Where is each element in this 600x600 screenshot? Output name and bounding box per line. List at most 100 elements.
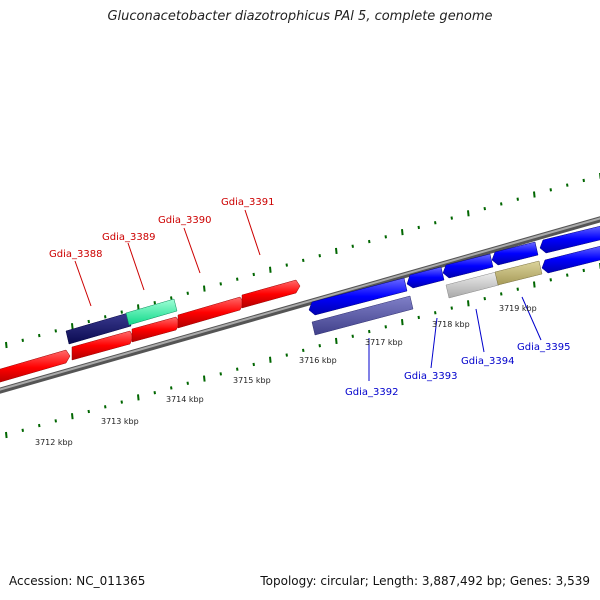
map-title: Gluconacetobacter diazotrophicus PAl 5, … (107, 9, 493, 24)
major-tick (71, 323, 74, 330)
minor-tick (549, 188, 552, 192)
label-leaders (74, 209, 542, 381)
gene-label: Gdia_3388 (49, 249, 102, 260)
gene-label: Gdia_3395 (517, 342, 570, 353)
gene-arrow-reverse[interactable] (406, 266, 445, 289)
minor-tick (285, 263, 288, 267)
major-tick (137, 394, 140, 401)
minor-tick (384, 235, 387, 239)
minor-tick (302, 348, 305, 353)
major-tick (401, 319, 404, 326)
minor-tick (87, 319, 90, 324)
minor-tick (450, 306, 453, 310)
minor-tick (153, 391, 156, 395)
gene-label: Gdia_3392 (345, 387, 398, 398)
gene-Gdia_3395[interactable] (494, 260, 543, 286)
major-tick (335, 247, 338, 255)
lower-tick-track (5, 262, 600, 439)
scale-label: 3718 kbp (432, 320, 470, 329)
minor-tick (186, 381, 189, 385)
minor-tick (186, 291, 189, 295)
major-tick (203, 285, 206, 292)
minor-tick (104, 315, 107, 319)
gene-label: Gdia_3391 (221, 197, 274, 208)
minor-tick (302, 258, 305, 263)
minor-tick (500, 292, 503, 296)
upper-tick-track (5, 172, 600, 349)
major-tick (467, 300, 470, 307)
minor-tick (219, 282, 222, 286)
minor-tick (516, 287, 519, 291)
major-tick (467, 210, 470, 217)
minor-tick (582, 268, 585, 273)
minor-tick (483, 296, 486, 301)
gene-label: Gdia_3393 (404, 371, 457, 382)
minor-tick (104, 405, 107, 409)
minor-tick (285, 353, 288, 357)
gene-arrow-reverse[interactable] (541, 245, 600, 274)
scale-labels: 3712 kbp 3713 kbp 3714 kbp 3715 kbp 3716… (35, 304, 537, 447)
minor-tick (582, 178, 585, 183)
minor-tick (500, 202, 503, 206)
gene-label: Gdia_3394 (461, 356, 514, 367)
gene-left-edge[interactable] (0, 349, 71, 385)
gene-arrow-reverse[interactable] (308, 277, 408, 316)
gene-Gdia_3389[interactable] (125, 298, 178, 326)
minor-tick (318, 343, 321, 348)
minor-tick (450, 216, 453, 220)
gene-Gdia_3392[interactable] (311, 295, 414, 336)
minor-tick (384, 325, 387, 329)
minor-tick (54, 329, 57, 333)
forward-gene-labels: Gdia_3388 Gdia_3389 Gdia_3390 Gdia_3391 (49, 197, 274, 260)
major-tick (269, 266, 272, 273)
major-tick (71, 413, 74, 420)
gene-arrow[interactable] (241, 279, 301, 309)
minor-tick (38, 423, 41, 428)
minor-tick (21, 428, 24, 432)
minor-tick (153, 301, 156, 305)
minor-tick (351, 244, 354, 248)
minor-tick (368, 239, 371, 244)
major-tick (533, 281, 536, 288)
major-tick (335, 337, 338, 345)
minor-tick (516, 197, 519, 201)
major-tick (5, 431, 8, 439)
minor-tick (483, 206, 486, 211)
gene-arrow-reverse[interactable] (442, 253, 494, 279)
scale-label: 3716 kbp (299, 356, 337, 365)
minor-tick (236, 277, 239, 281)
major-tick (401, 229, 404, 236)
gene-arrow-reverse[interactable] (491, 241, 539, 266)
minor-tick (351, 334, 354, 338)
minor-tick (368, 329, 371, 334)
major-tick (269, 356, 272, 363)
minor-tick (252, 272, 255, 277)
minor-tick (170, 386, 173, 390)
reverse-gene-labels: Gdia_3392 Gdia_3393 Gdia_3394 Gdia_3395 (345, 342, 570, 398)
scale-label: 3715 kbp (233, 376, 271, 385)
minor-tick (120, 400, 123, 404)
minor-tick (318, 253, 321, 258)
minor-tick (170, 296, 173, 300)
gene-arrow[interactable] (71, 330, 134, 361)
minor-tick (38, 333, 41, 338)
gene-label: Gdia_3390 (158, 215, 211, 226)
scale-label: 3719 kbp (499, 304, 537, 313)
gene-label: Gdia_3389 (102, 232, 155, 243)
major-tick (533, 191, 536, 198)
accession-text: Accession: NC_011365 (9, 574, 146, 588)
minor-tick (219, 372, 222, 376)
minor-tick (417, 225, 420, 230)
minor-tick (434, 221, 437, 225)
gene-Gdia_3388[interactable] (65, 312, 132, 345)
scale-label: 3714 kbp (166, 395, 204, 404)
minor-tick (252, 362, 255, 367)
major-tick (5, 341, 8, 349)
gene-arrow-reverse[interactable] (539, 225, 600, 254)
minor-tick (566, 183, 569, 187)
scale-label: 3717 kbp (365, 338, 403, 347)
minor-tick (21, 338, 24, 342)
minor-tick (434, 311, 437, 315)
scale-label: 3712 kbp (35, 438, 73, 447)
